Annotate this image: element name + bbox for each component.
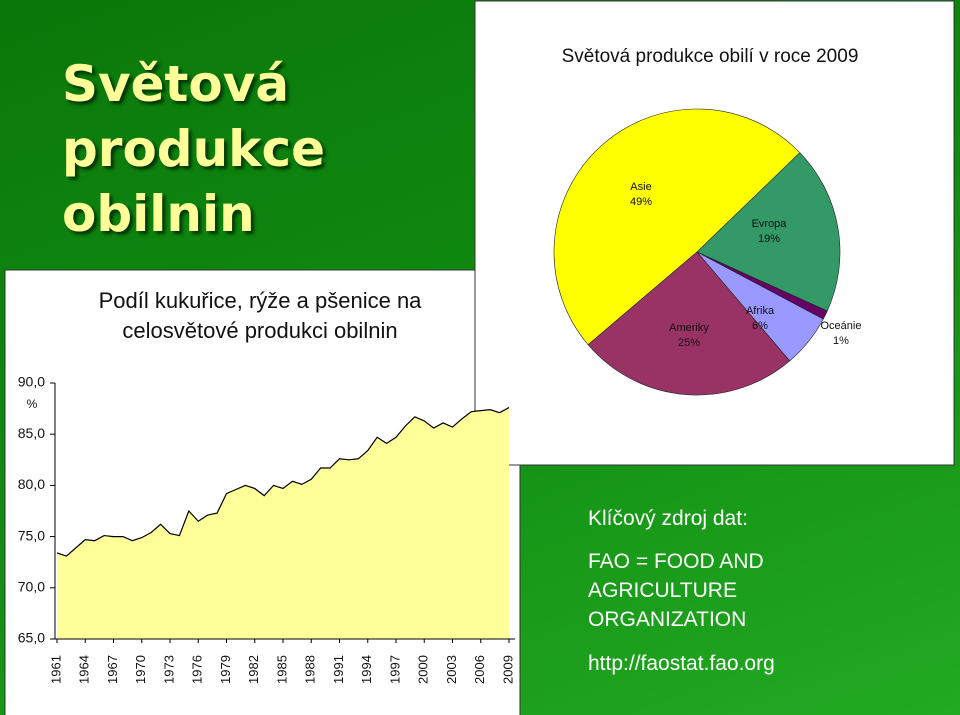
slide-title: Světová produkce obilnin	[62, 55, 325, 243]
x-tick-label: 1970	[133, 655, 148, 684]
line-chart-title: Podíl kukuřice, rýže a pšenice na celosv…	[98, 288, 422, 343]
x-tick-label: 1967	[105, 655, 120, 684]
x-tick-label: 2003	[444, 655, 459, 684]
x-tick-label: 1964	[77, 655, 92, 684]
y-axis-label: %	[27, 397, 38, 411]
pie-title: Světová produkce obilí v roce 2009	[562, 46, 859, 67]
pie-slice	[553, 108, 801, 346]
slice-value-label: 1%	[833, 335, 849, 347]
x-tick-label: 2006	[472, 655, 487, 684]
y-tick-label: 90,0	[18, 374, 45, 390]
pie-slice	[696, 152, 841, 312]
x-tick-label: 1997	[387, 655, 402, 684]
slice-label: Ameriky	[669, 322, 709, 334]
y-tick-label: 85,0	[18, 425, 45, 441]
slice-value-label: 19%	[758, 233, 780, 245]
x-tick-label: 1994	[359, 655, 374, 684]
x-tick-label: 1979	[218, 655, 233, 684]
x-tick-label: 1985	[274, 655, 289, 684]
x-tick-label: 2009	[500, 655, 515, 684]
x-tick-label: 2000	[416, 655, 431, 684]
y-tick-label: 70,0	[18, 579, 45, 595]
x-tick-label: 1982	[246, 655, 261, 684]
x-tick-label: 1991	[331, 655, 346, 684]
slice-label: Asie	[630, 181, 651, 193]
source-line: AGRICULTURE	[588, 579, 737, 602]
y-tick-label: 80,0	[18, 476, 45, 492]
slice-value-label: 25%	[678, 337, 700, 349]
area	[57, 407, 509, 639]
x-tick-label: 1961	[48, 655, 63, 684]
area-line	[56, 407, 510, 557]
source-heading: Klíčový zdroj dat:	[588, 507, 748, 530]
source-line: ORGANIZATION	[588, 608, 747, 631]
slice-value-label: 49%	[630, 196, 652, 208]
slice-value-label: 6%	[752, 320, 768, 332]
slice-label: Evropa	[752, 218, 788, 230]
x-tick-label: 1976	[190, 655, 205, 684]
slice-label: Oceánie	[821, 320, 862, 332]
y-tick-label: 75,0	[18, 527, 45, 543]
y-tick-label: 65,0	[18, 630, 45, 646]
source-line: FAO = FOOD AND	[588, 550, 764, 573]
source-url: http://faostat.fao.org	[588, 652, 775, 675]
slice-label: Afrika	[746, 305, 775, 317]
pie-slice	[587, 251, 791, 396]
x-tick-label: 1988	[303, 655, 318, 684]
x-tick-label: 1973	[161, 655, 176, 684]
